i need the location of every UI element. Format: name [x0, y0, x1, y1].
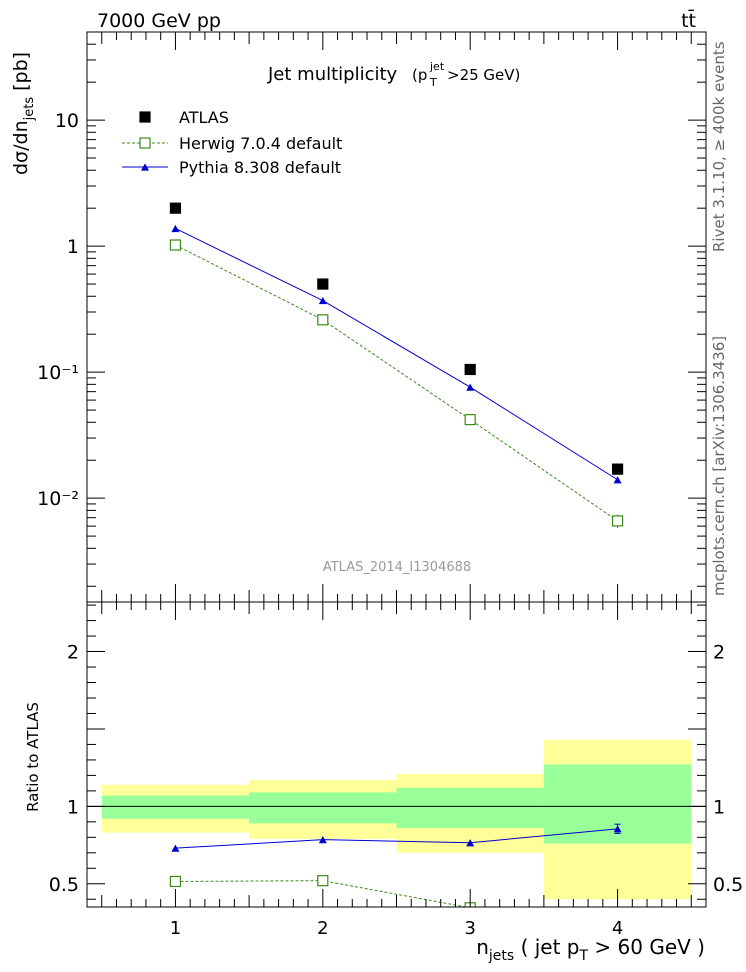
main-plot-title: Jet multiplicity [267, 64, 398, 85]
legend-herwig-marker [139, 137, 151, 149]
legend-label: Pythia 8.308 default [179, 158, 341, 177]
ratio-pythia-point [318, 836, 327, 844]
ratio-y-tick-label-right: 1 [713, 796, 725, 818]
legend-label: Herwig 7.0.4 default [179, 134, 342, 153]
herwig-point [611, 515, 624, 527]
ratio-herwig-line [175, 880, 469, 907]
ratio-y-tick-label-left: 2 [67, 642, 79, 664]
pythia-point [171, 224, 180, 233]
title-suffix-rest: >25 GeV) [447, 66, 520, 84]
ratio-panel: 0.5 0.5 1 1 2 2 1 2 3 4 Ratio to ATLAS njets ( je… [24, 601, 743, 964]
ratio-band-inner [101, 795, 250, 819]
herwig-point [169, 239, 182, 251]
header-process-label: tt̄ [681, 8, 696, 32]
ratio-axis-ticks: 0.5 0.5 1 1 2 2 1 2 3 4 [49, 602, 743, 939]
ratio-band-inner [249, 792, 397, 824]
ratio-y-tick-label-right: 0.5 [713, 874, 743, 896]
ratio-series-layer [169, 823, 622, 907]
main-axis-ticks: 10 1 10⁻¹ 10⁻² [37, 31, 706, 602]
ratio-frame [86, 601, 707, 908]
x-axis-label: njets ( jet pT > 60 GeV ) [476, 935, 705, 964]
ratio-pythia-point [466, 839, 475, 847]
ratio-y-axis-label: Ratio to ATLAS [24, 702, 42, 812]
ratio-y-tick-label-left: 1 [67, 796, 79, 818]
ratio-uncertainty-bands [101, 739, 692, 900]
pythia-point [613, 476, 622, 484]
legend-label: ATLAS [179, 108, 229, 127]
main-panel: 10 1 10⁻¹ 10⁻² Jet multiplicity (p jet T >25 G… [10, 31, 707, 603]
pythia-point [466, 383, 475, 391]
rivet-version-label: Rivet 3.1.10, ≥ 400k events [710, 41, 728, 252]
title-suffix-open: (p [412, 66, 427, 84]
ratio-pythia-point [613, 825, 622, 833]
ratio-herwig-point [317, 875, 329, 887]
header-energy-label: 7000 GeV pp [97, 10, 221, 32]
herwig-point [317, 314, 329, 326]
legend: ATLAS Herwig 7.0.4 default Pythia 8.308 de… [122, 108, 342, 177]
ratio-y-tick-label-left: 0.5 [49, 874, 79, 896]
ratio-pythia-line [175, 828, 618, 849]
title-suffix-sub: T [429, 76, 437, 89]
atlas-point [611, 463, 624, 475]
herwig-point [464, 414, 476, 426]
ratio-band-inner [396, 787, 544, 829]
main-y-axis-label-text: dσ/dnjets [pb] [10, 52, 37, 175]
legend-atlas-marker [139, 111, 151, 123]
x-axis-label-text: njets ( jet pT > 60 GeV ) [476, 935, 705, 964]
atlas-point [464, 363, 476, 376]
x-tick-label: 3 [464, 918, 475, 939]
mcplots-label: mcplots.cern.ch [arXiv:1306.3436] [710, 336, 728, 596]
y-tick-label: 10⁻² [37, 488, 79, 510]
x-tick-label: 2 [317, 918, 328, 939]
main-plot-title-suffix: (p jet T >25 GeV) [412, 60, 520, 89]
pythia-line [175, 228, 618, 481]
title-suffix-sup: jet [429, 60, 445, 73]
legend-pythia-marker [141, 163, 149, 171]
herwig-line [175, 244, 618, 522]
x-tick-label: 1 [170, 918, 181, 939]
y-tick-label: 1 [67, 236, 79, 258]
analysis-watermark: ATLAS_2014_I1304688 [323, 560, 471, 575]
main-y-axis-label: dσ/dnjets [pb] [10, 52, 37, 175]
main-series-layer [169, 202, 624, 528]
ratio-herwig-point [169, 875, 182, 888]
ratio-y-tick-label-right: 2 [713, 642, 725, 664]
atlas-point [317, 278, 329, 290]
x-tick-label: 4 [612, 918, 623, 939]
atlas-point [169, 202, 182, 214]
ratio-pythia-point [171, 844, 180, 852]
pythia-point [318, 296, 327, 305]
y-tick-label: 10⁻¹ [37, 362, 79, 384]
y-tick-label: 10 [55, 110, 79, 132]
